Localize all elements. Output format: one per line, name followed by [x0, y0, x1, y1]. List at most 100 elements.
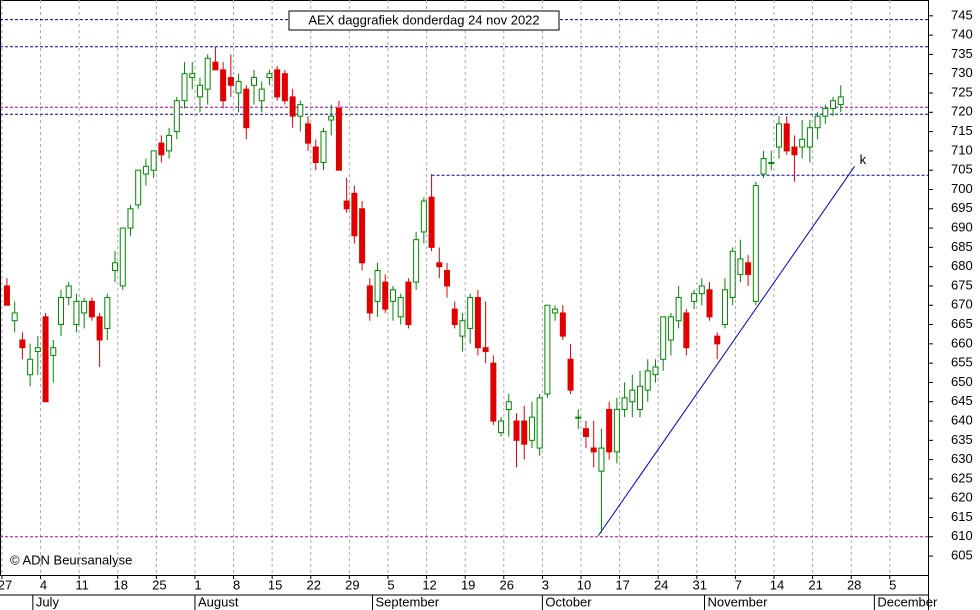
candle-body: [289, 96, 296, 117]
candle-body: [691, 293, 698, 302]
y-tick-label: 665: [951, 316, 973, 331]
y-tick-label: 650: [951, 374, 973, 389]
candle-body: [837, 96, 844, 106]
candle-body: [3, 285, 10, 306]
x-tick-label: 18: [114, 577, 128, 592]
candle-body: [783, 123, 790, 152]
candle-body: [328, 115, 335, 121]
candle-body: [104, 297, 111, 329]
y-tick-label: 615: [951, 509, 973, 524]
candle-body: [181, 73, 188, 102]
y-tick-label: 655: [951, 355, 973, 370]
x-tick-label: 11: [75, 577, 89, 592]
candle-body: [428, 196, 435, 248]
candle-body: [135, 169, 142, 206]
candle-body: [544, 304, 551, 395]
candle-body: [227, 77, 234, 86]
candle-body: [521, 420, 528, 445]
candle-body: [637, 385, 644, 410]
title-box: [288, 10, 560, 31]
candle-body: [590, 447, 597, 453]
candle-body: [305, 123, 312, 144]
y-tick-label: 640: [951, 412, 973, 427]
candle-body: [760, 158, 767, 175]
month-label: October: [545, 594, 592, 609]
x-tick-label: 5: [387, 577, 394, 592]
candle-body: [444, 270, 451, 287]
y-tick-label: 690: [951, 220, 973, 235]
candle-body: [266, 73, 273, 79]
candle-body: [621, 397, 628, 410]
candle-body: [559, 312, 566, 337]
y-tick-label: 630: [951, 451, 973, 466]
candle-body: [366, 285, 373, 314]
candle-body: [119, 227, 126, 287]
candle-body: [335, 107, 342, 171]
candle-body: [196, 84, 203, 98]
candle-body: [220, 69, 227, 102]
x-tick-label: 28: [847, 577, 861, 592]
x-tick-label: 29: [345, 577, 359, 592]
candle-body: [667, 316, 674, 341]
x-tick-label: 26: [500, 577, 514, 592]
candle-body: [158, 142, 165, 156]
y-tick-label: 735: [951, 46, 973, 61]
x-tick-label: 8: [233, 577, 240, 592]
candle-body: [582, 428, 589, 437]
copyright: © ADN Beursanalyse: [10, 552, 132, 567]
candle-body: [613, 408, 620, 453]
y-tick-label: 730: [951, 65, 973, 80]
x-tick-label: 7: [735, 577, 742, 592]
month-label: December: [877, 594, 938, 609]
candle-body: [251, 77, 258, 86]
candle-body: [675, 297, 682, 322]
candle-body: [745, 262, 752, 275]
y-tick-label: 675: [951, 277, 973, 292]
candle-body: [567, 358, 574, 391]
candle-body: [65, 285, 72, 299]
candle-body: [112, 262, 119, 272]
x-tick-label: 21: [808, 577, 822, 592]
candle-body: [799, 138, 806, 148]
candle-body: [173, 100, 180, 133]
candle-body: [281, 73, 288, 102]
y-tick-label: 710: [951, 142, 973, 157]
candle-body: [57, 297, 64, 326]
x-tick-label: 5: [889, 577, 896, 592]
x-tick-label: 4: [40, 577, 47, 592]
candle-body: [320, 131, 327, 163]
candle-body: [822, 107, 829, 117]
candle-body: [706, 289, 713, 318]
x-tick-label: 1: [194, 577, 201, 592]
y-tick-label: 745: [951, 7, 973, 22]
candle-body: [81, 300, 88, 314]
month-label: July: [36, 594, 60, 609]
y-tick-label: 705: [951, 162, 973, 177]
candle-body: [42, 316, 49, 403]
candle-body: [459, 320, 466, 337]
candle-body: [513, 420, 520, 441]
y-tick-label: 685: [951, 239, 973, 254]
y-tick-label: 610: [951, 528, 973, 543]
candle-body: [830, 100, 837, 109]
candle-body: [413, 239, 420, 283]
y-tick-label: 660: [951, 335, 973, 350]
y-tick-label: 715: [951, 123, 973, 138]
candle-body: [96, 316, 103, 341]
candle-body: [814, 115, 821, 129]
candle-body: [374, 270, 381, 302]
candle-body: [142, 165, 149, 175]
candle-body: [791, 146, 798, 156]
candle-body: [536, 397, 543, 449]
candle-body: [189, 73, 196, 79]
x-tick-label: 22: [307, 577, 321, 592]
x-tick-label: 10: [577, 577, 591, 592]
y-tick-label: 605: [951, 548, 973, 563]
candle-body: [73, 300, 80, 326]
candle-body: [474, 297, 481, 349]
candle-body: [312, 146, 319, 163]
candle-body: [359, 208, 366, 264]
candle-body: [397, 297, 404, 318]
x-tick-label: 17: [615, 577, 629, 592]
